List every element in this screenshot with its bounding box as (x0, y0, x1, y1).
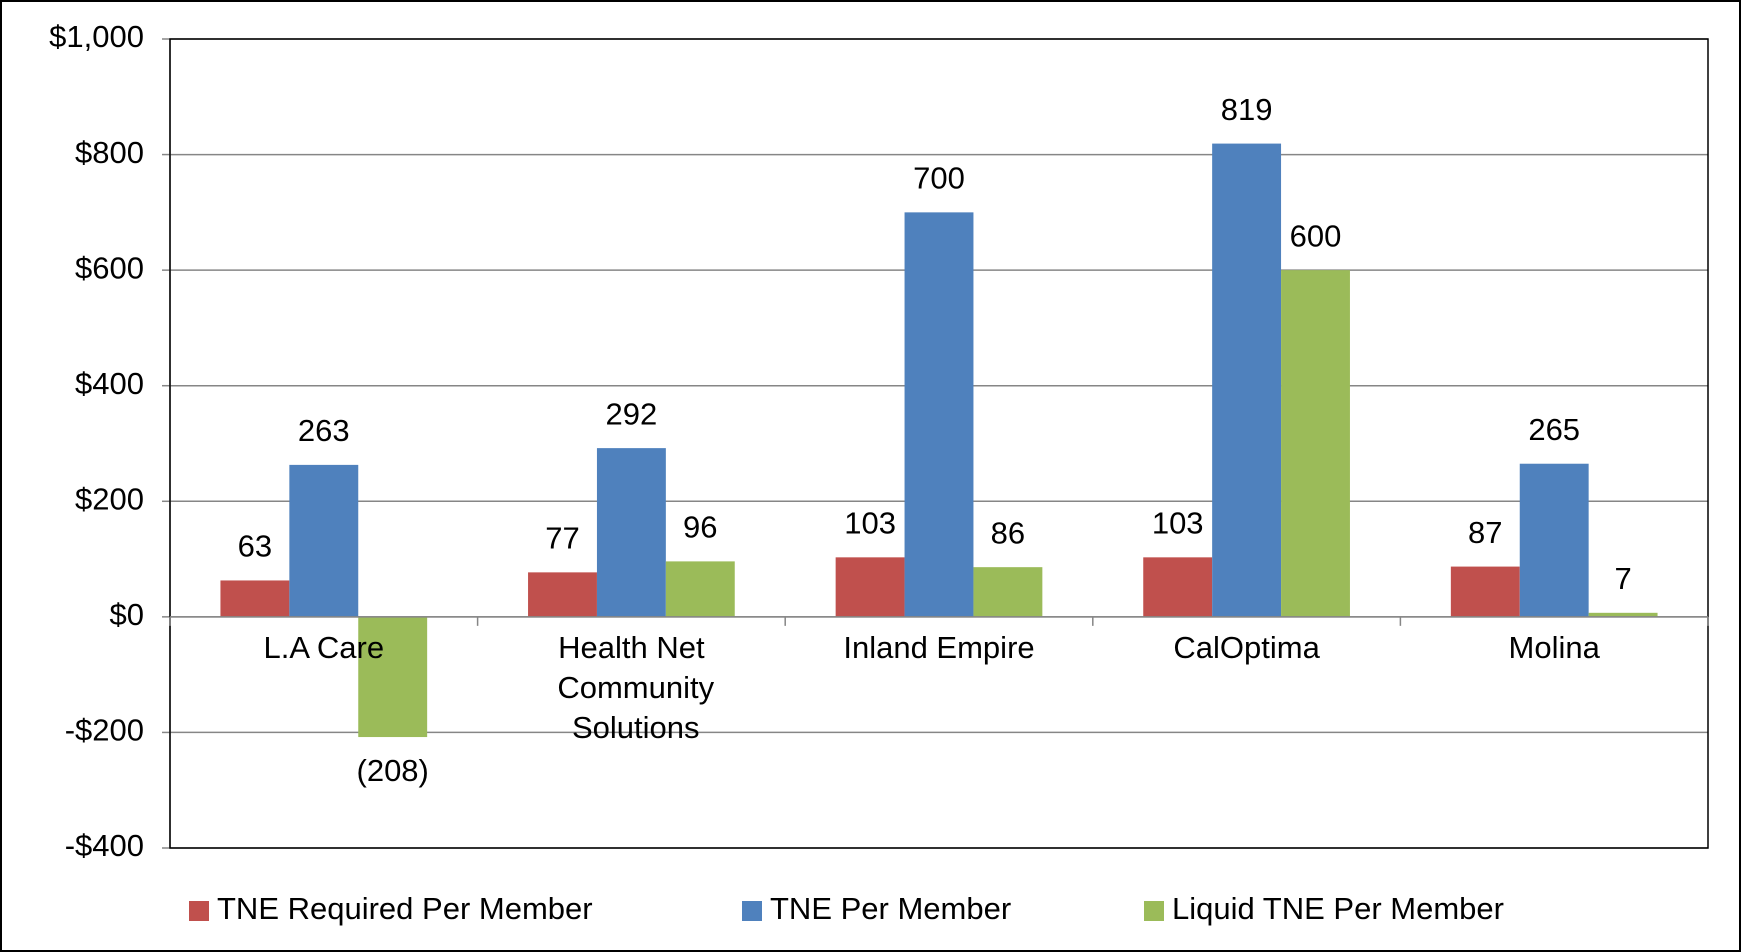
legend-swatch (742, 901, 762, 921)
data-label: 700 (913, 161, 965, 196)
legend-swatch (189, 901, 209, 921)
data-label: 103 (1152, 506, 1204, 541)
y-tick-label: -$200 (65, 713, 144, 748)
data-label: 600 (1290, 218, 1342, 253)
data-label: 86 (991, 515, 1025, 550)
y-tick-label: $200 (75, 481, 144, 516)
y-tick-label: $800 (75, 135, 144, 170)
bar (528, 572, 597, 617)
data-label: 96 (683, 510, 717, 545)
bar (1281, 270, 1350, 617)
y-tick-label: $600 (75, 250, 144, 285)
data-label: 103 (844, 506, 896, 541)
data-label: 63 (238, 529, 272, 564)
x-tick-label: Inland Empire (843, 630, 1034, 665)
bar (1588, 612, 1658, 617)
bar (1450, 566, 1520, 617)
x-tick-label: Health Net Community Solutions (549, 630, 715, 745)
data-label: 265 (1528, 412, 1580, 447)
bar (835, 557, 905, 617)
data-label: 7 (1614, 561, 1631, 596)
data-label: 77 (545, 521, 579, 556)
y-tick-label: $400 (75, 366, 144, 401)
legend-label: TNE Required Per Member (217, 891, 593, 926)
data-label: 263 (298, 413, 350, 448)
bar (596, 448, 666, 617)
bar (358, 616, 428, 738)
legend-swatch (1144, 901, 1164, 921)
bar (1212, 143, 1282, 617)
y-tick-label: $1,000 (49, 19, 144, 54)
bar (1519, 463, 1589, 617)
data-label: (208) (357, 753, 429, 788)
bar (904, 212, 974, 617)
bar (220, 580, 290, 617)
y-tick-label: -$400 (65, 828, 144, 863)
data-label: 292 (606, 396, 658, 431)
bar (665, 561, 735, 617)
x-tick-label: Molina (1509, 630, 1601, 665)
data-label: 87 (1468, 515, 1502, 550)
y-tick-label: $0 (110, 597, 144, 632)
bar (1143, 557, 1213, 617)
legend-label: TNE Per Member (770, 891, 1011, 926)
legend-label: Liquid TNE Per Member (1172, 891, 1504, 926)
bar (973, 567, 1043, 617)
data-label: 819 (1221, 92, 1273, 127)
x-tick-label: CalOptima (1173, 630, 1320, 665)
bar (289, 464, 359, 617)
x-tick-label: L.A Care (263, 630, 384, 665)
plot-frame (169, 38, 1709, 849)
